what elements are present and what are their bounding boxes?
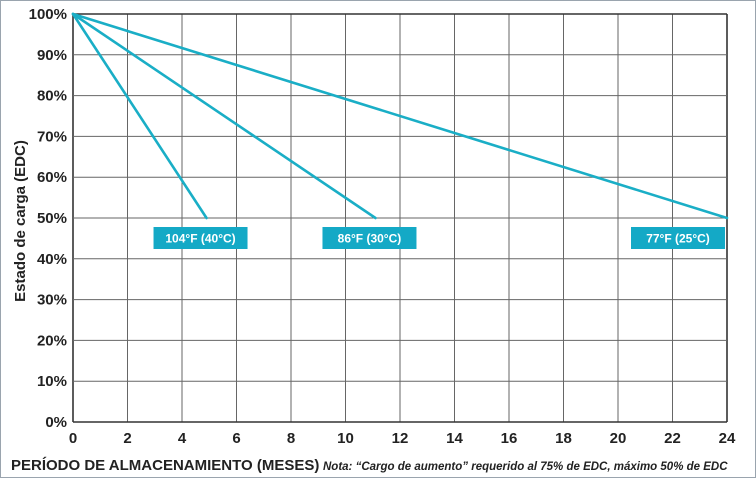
- grid: [72, 13, 728, 423]
- x-tick-label: 4: [178, 430, 187, 447]
- y-tick-label: 20%: [37, 332, 67, 349]
- x-tick-label: 6: [232, 430, 240, 447]
- x-axis-title: PERÍODO DE ALMACENAMIENTO (MESES): [11, 457, 319, 474]
- x-tick-label: 24: [719, 430, 736, 447]
- x-tick-label: 10: [337, 430, 354, 447]
- series-label-tag: 86°F (30°C): [322, 227, 417, 249]
- series-label-tag: 77°F (25°C): [631, 227, 725, 249]
- x-tick-label: 12: [392, 430, 409, 447]
- y-tick-label: 100%: [29, 6, 67, 23]
- x-tick-label: 22: [664, 430, 681, 447]
- y-tick-label: 90%: [37, 47, 67, 64]
- series-label-background: [322, 227, 417, 249]
- series-line: [71, 12, 729, 220]
- y-tick-label: 80%: [37, 88, 67, 105]
- series-label-background: [631, 227, 725, 249]
- series-label-text: 104°F (40°C): [165, 232, 235, 246]
- series-label-background: [153, 227, 248, 249]
- y-tick-label: 50%: [37, 210, 67, 227]
- y-tick-label: 0%: [45, 414, 67, 431]
- series-label-text: 77°F (25°C): [646, 232, 710, 246]
- x-tick-label: 8: [287, 430, 295, 447]
- y-tick-label: 70%: [37, 128, 67, 145]
- series-line: [71, 12, 208, 220]
- series-lines: [71, 12, 729, 220]
- x-tick-label: 0: [69, 430, 77, 447]
- series-line: [71, 12, 377, 220]
- series-labels: 104°F (40°C) 86°F (30°C) 77°F (25°C): [153, 227, 725, 249]
- chart-note: Nota: “Cargo de aumento” requerido al 75…: [323, 461, 728, 473]
- series-label-tag: 104°F (40°C): [153, 227, 248, 249]
- x-tick-label: 14: [446, 430, 463, 447]
- y-tick-label: 10%: [37, 373, 67, 390]
- x-tick-label: 20: [610, 430, 627, 447]
- x-tick-label: 2: [123, 430, 131, 447]
- x-tick-label: 18: [555, 430, 572, 447]
- y-axis-title: Estado de carga (EDC): [12, 140, 29, 302]
- y-tick-label: 40%: [37, 251, 67, 268]
- x-tick-label: 16: [501, 430, 518, 447]
- series-label-text: 86°F (30°C): [338, 232, 402, 246]
- y-tick-label: 60%: [37, 169, 67, 186]
- tick-labels: 0%10%20%30%40%50%60%70%80%90%100%0 2 4 6 8 10…: [29, 6, 736, 447]
- y-tick-label: 30%: [37, 292, 67, 309]
